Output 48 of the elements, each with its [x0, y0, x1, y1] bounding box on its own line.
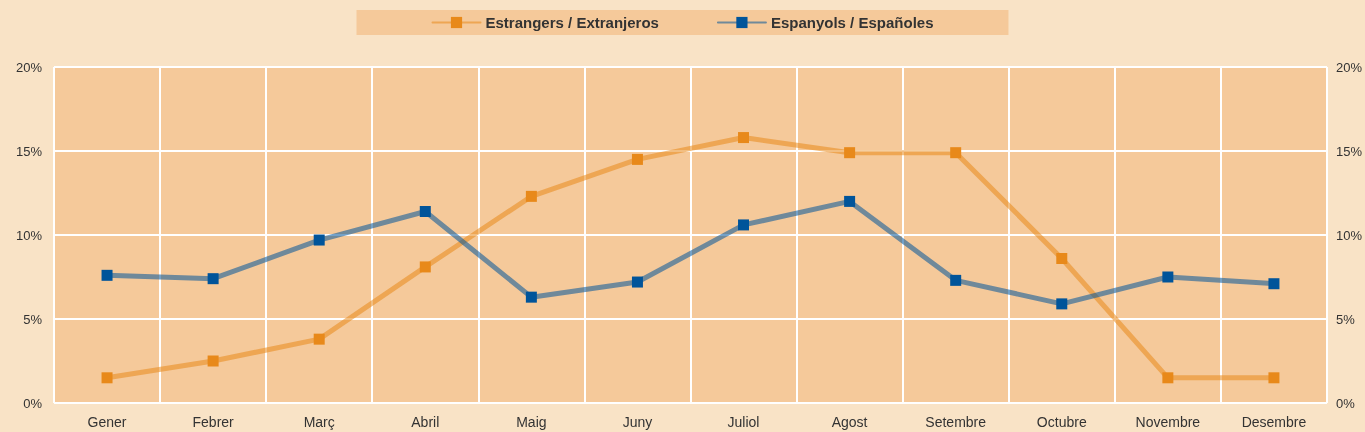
x-tick-label: Juliol: [727, 414, 760, 430]
point: [631, 276, 643, 288]
legend-label: Estrangers / Extranjeros: [485, 14, 659, 31]
point: [207, 273, 219, 285]
y2-tick-label: 5%: [1335, 311, 1356, 327]
x-tick-label: Novembre: [1135, 414, 1201, 430]
y-tick-label: 15%: [15, 143, 43, 159]
y-tick-label: 0%: [23, 395, 43, 411]
y-tick-label: 10%: [15, 227, 43, 243]
point: [101, 372, 113, 384]
point: [950, 274, 962, 286]
y-tick-label: 20%: [15, 59, 43, 75]
x-tick-label: Febrer: [192, 414, 235, 430]
y2-tick-label: 0%: [1335, 395, 1356, 411]
point: [1268, 278, 1280, 290]
legend-label: Espanyols / Españoles: [770, 14, 934, 31]
point: [525, 190, 537, 202]
x-tick-label: Desembre: [1241, 414, 1307, 430]
point: [313, 333, 325, 345]
x-tick-label: Octubre: [1036, 414, 1087, 430]
x-tick-label: Maig: [516, 414, 547, 430]
y2-tick-label: 10%: [1335, 227, 1363, 243]
y2-tick-label: 15%: [1335, 143, 1363, 159]
point: [844, 147, 856, 159]
point: [1056, 298, 1068, 310]
point: [419, 205, 431, 217]
point: [738, 132, 750, 144]
point: [1162, 372, 1174, 384]
point: [207, 355, 219, 367]
point: [1056, 253, 1068, 265]
x-tick-label: Agost: [831, 414, 868, 430]
x-tick-label: Setembre: [925, 414, 987, 430]
y2-tick-label: 20%: [1335, 59, 1363, 75]
point: [950, 147, 962, 159]
point: [738, 219, 750, 231]
point: [844, 195, 856, 207]
x-tick-label: Març: [303, 414, 335, 430]
point: [419, 261, 431, 273]
x-tick-label: Gener: [87, 414, 127, 430]
point: [631, 153, 643, 165]
x-tick-label: Abril: [411, 414, 440, 430]
point: [525, 291, 537, 303]
y-tick-label: 5%: [23, 311, 43, 327]
point: [313, 234, 325, 246]
point: [1162, 271, 1174, 283]
point: [101, 269, 113, 281]
x-tick-label: Juny: [622, 414, 653, 430]
point: [1268, 372, 1280, 384]
